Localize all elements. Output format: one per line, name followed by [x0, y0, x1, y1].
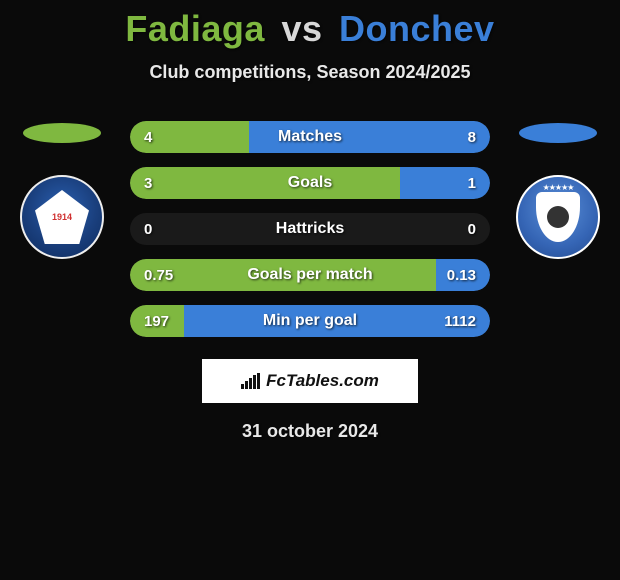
date-label: 31 october 2024 — [0, 421, 620, 442]
stat-row: 0 0 Hattricks — [130, 213, 490, 245]
stat-value-right: 0 — [468, 221, 476, 238]
club-logo-left: 1914 — [20, 175, 104, 259]
player2-name: Donchev — [339, 8, 495, 49]
vs-label: vs — [281, 8, 322, 49]
stat-row: 197 1112 Min per goal — [130, 305, 490, 337]
stat-label: Goals per match — [247, 266, 372, 284]
stats-list: 4 8 Matches 3 1 Goals 0 0 Hattricks 0.75 0.13 Goals… — [130, 121, 490, 337]
main-row: 1914 4 8 Matches 3 1 Goals 0 0 Hattricks 0.75 0.13… — [0, 121, 620, 337]
stat-label: Hattricks — [276, 220, 344, 238]
chart-icon — [241, 373, 260, 389]
player1-name: Fadiaga — [125, 8, 265, 49]
player1-marker — [23, 123, 101, 143]
club-logo-left-text: 1914 — [52, 213, 72, 222]
left-side: 1914 — [12, 121, 112, 259]
stat-value-right: 0.13 — [447, 267, 476, 284]
stat-value-left: 0.75 — [144, 267, 173, 284]
bar-right — [400, 167, 490, 199]
stat-value-left: 3 — [144, 175, 152, 192]
brand-box: FcTables.com — [202, 359, 418, 403]
stat-value-left: 197 — [144, 313, 169, 330]
stat-row: 4 8 Matches — [130, 121, 490, 153]
stat-row: 3 1 Goals — [130, 167, 490, 199]
ball-icon — [547, 206, 569, 228]
comparison-card: Fadiaga vs Donchev Club competitions, Se… — [0, 0, 620, 442]
stat-label: Min per goal — [263, 312, 357, 330]
stat-label: Matches — [278, 128, 342, 146]
bar-left — [130, 167, 400, 199]
stat-value-right: 1 — [468, 175, 476, 192]
club-logo-right: ★★★★★ — [516, 175, 600, 259]
club-logo-right-stars: ★★★★★ — [543, 183, 574, 192]
page-title: Fadiaga vs Donchev — [0, 8, 620, 50]
brand-text: FcTables.com — [266, 371, 379, 391]
stat-value-left: 0 — [144, 221, 152, 238]
stat-value-right: 8 — [468, 129, 476, 146]
right-side: ★★★★★ — [508, 121, 608, 259]
player2-marker — [519, 123, 597, 143]
shield-icon — [536, 192, 580, 242]
subtitle: Club competitions, Season 2024/2025 — [0, 62, 620, 83]
stat-label: Goals — [288, 174, 332, 192]
stat-row: 0.75 0.13 Goals per match — [130, 259, 490, 291]
stat-value-left: 4 — [144, 129, 152, 146]
stat-value-right: 1112 — [444, 313, 476, 330]
